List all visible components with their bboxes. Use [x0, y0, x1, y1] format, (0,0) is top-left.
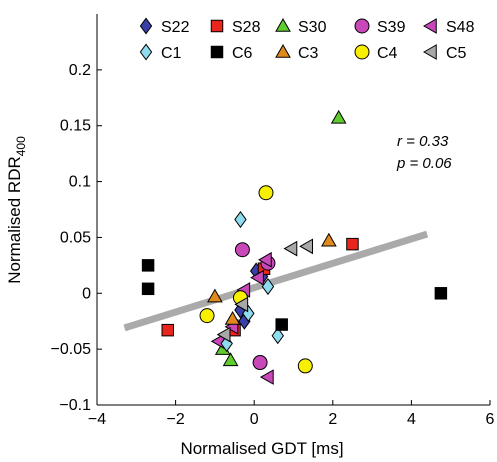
legend-marker-s48 — [422, 18, 437, 34]
x-tick-label: 0 — [250, 411, 259, 428]
data-point-c5 — [234, 296, 249, 313]
legend-marker-c5 — [422, 44, 437, 60]
data-point-s28 — [161, 323, 174, 337]
data-point-c6 — [141, 282, 155, 296]
data-point-s30 — [222, 352, 239, 367]
data-point-c4 — [258, 185, 274, 201]
x-tick-label: 4 — [407, 411, 416, 428]
y-tick-label: 0.05 — [60, 229, 91, 246]
data-point-c3 — [321, 232, 337, 247]
legend-label-s30: S30 — [298, 19, 327, 36]
legend-marker-c4 — [354, 44, 370, 60]
axis-labels: Normalised GDT [ms] Normalised RDR400 r … — [5, 133, 452, 458]
legend-label-c6: C6 — [232, 45, 253, 62]
plot-axes: −4 −2 0 2 4 6 −0.1 −0.05 0 0.05 0.1 0.15 0.2 — [51, 14, 495, 428]
data-point-c1 — [261, 278, 275, 296]
x-tick-label: −2 — [166, 411, 184, 428]
legend-marker-c3 — [275, 43, 291, 58]
legend: S22 S28 S30 S39 S48 C1 C6 C3 C4 C5 — [139, 17, 475, 62]
data-point-c1 — [234, 211, 247, 229]
legend-marker-s30 — [275, 17, 291, 32]
x-tick-label: −4 — [88, 411, 106, 428]
data-point-c5 — [216, 326, 231, 343]
legend-label-c1: C1 — [161, 45, 182, 62]
regression-line-group — [123, 230, 429, 332]
legend-marker-c1 — [139, 43, 153, 61]
legend-label-s22: S22 — [161, 19, 190, 36]
data-point-c3 — [224, 310, 241, 325]
y-axis-title: Normalised RDR400 — [5, 136, 28, 284]
y-tick-label: 0.1 — [69, 174, 91, 191]
data-point-s39 — [252, 355, 268, 371]
data-point-c5 — [283, 240, 298, 257]
x-axis-title: Normalised GDT [ms] — [180, 439, 343, 458]
data-point-s39 — [234, 242, 250, 258]
data-point-s28 — [346, 237, 359, 251]
legend-label-s28: S28 — [232, 19, 261, 36]
y-axis-title-main: Normalised RDR — [5, 156, 24, 284]
data-point-c4 — [199, 308, 215, 324]
y-tick-label: −0.1 — [59, 397, 91, 414]
y-tick-label: 0 — [82, 285, 91, 302]
data-point-s48 — [250, 269, 264, 286]
legend-label-s39: S39 — [377, 19, 406, 36]
legend-marker-c6 — [210, 45, 224, 59]
legend-label-c4: C4 — [377, 45, 398, 62]
legend-label-c5: C5 — [446, 45, 467, 62]
data-point-s48 — [257, 251, 272, 268]
legend-marker-s28 — [210, 19, 224, 33]
legend-label-s48: S48 — [446, 19, 475, 36]
data-point-c4 — [297, 358, 313, 374]
data-point-c1 — [271, 327, 284, 345]
x-tick-label: 6 — [486, 411, 495, 428]
data-point-c5 — [299, 238, 314, 255]
data-point-c3 — [207, 288, 223, 303]
y-axis-title-subscript: 400 — [14, 136, 28, 156]
y-tick-label: 0.2 — [69, 62, 91, 79]
legend-label-c3: C3 — [298, 45, 319, 62]
data-point-c6 — [141, 259, 155, 272]
data-points — [141, 109, 448, 385]
correlation-r: r = 0.33 — [397, 133, 449, 150]
data-point-c6 — [275, 318, 288, 331]
y-tick-label: −0.05 — [51, 341, 92, 358]
correlation-p: p = 0.06 — [396, 155, 452, 172]
legend-marker-s39 — [354, 18, 370, 34]
data-point-s30 — [330, 109, 347, 124]
x-tick-label: 2 — [328, 411, 337, 428]
data-point-s48 — [259, 369, 274, 385]
y-tick-label: 0.15 — [60, 118, 91, 135]
data-point-c6 — [434, 287, 448, 300]
regression-line — [123, 230, 429, 332]
legend-marker-s22 — [139, 17, 153, 35]
